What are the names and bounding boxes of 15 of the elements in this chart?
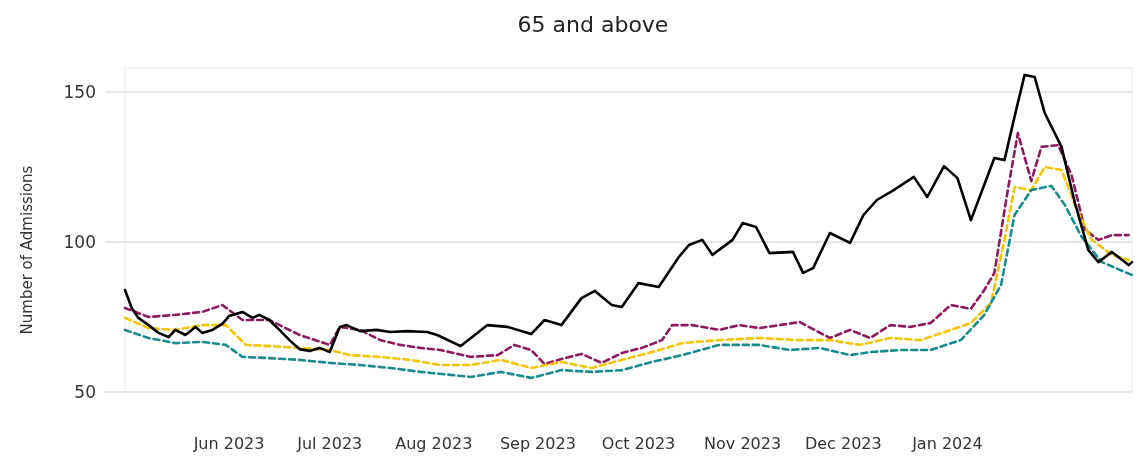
x-tick-label: Sep 2023 (499, 434, 576, 453)
y-tick-label: 100 (63, 231, 96, 252)
chart-title: 65 and above (517, 12, 669, 37)
y-tick-label: 50 (74, 381, 96, 402)
x-tick-label: Oct 2023 (601, 434, 676, 453)
y-tick-label: 150 (63, 81, 96, 102)
x-tick-label: Nov 2023 (704, 434, 782, 453)
x-tick-label: Dec 2023 (804, 434, 882, 453)
line-series (123, 131, 1130, 366)
x-tick-label: Jun 2023 (192, 434, 265, 453)
x-tick-label: Jan 2024 (911, 434, 983, 453)
x-tick-label: Jul 2023 (296, 434, 363, 453)
line-series (123, 73, 1134, 354)
x-tick-label: Aug 2023 (395, 434, 473, 453)
y-axis-title: Number of Admissions (18, 165, 36, 335)
